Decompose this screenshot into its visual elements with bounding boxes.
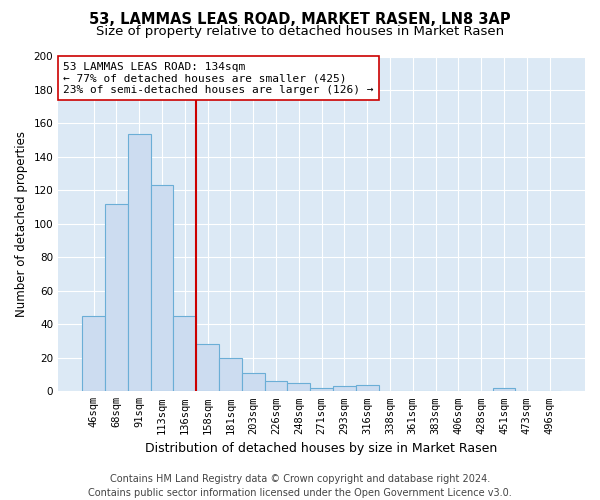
Text: Size of property relative to detached houses in Market Rasen: Size of property relative to detached ho… (96, 25, 504, 38)
Bar (333, 386, 356, 392)
Y-axis label: Number of detached properties: Number of detached properties (15, 131, 28, 317)
Bar (128, 134, 151, 392)
Bar (105, 204, 128, 392)
Text: 53, LAMMAS LEAS ROAD, MARKET RASEN, LN8 3AP: 53, LAMMAS LEAS ROAD, MARKET RASEN, LN8 … (89, 12, 511, 28)
Bar (196, 344, 219, 392)
Bar (82, 316, 105, 392)
Bar (287, 383, 310, 392)
Bar (242, 373, 265, 392)
Bar (356, 384, 379, 392)
Bar (173, 316, 196, 392)
X-axis label: Distribution of detached houses by size in Market Rasen: Distribution of detached houses by size … (145, 442, 498, 455)
Text: 53 LAMMAS LEAS ROAD: 134sqm
← 77% of detached houses are smaller (425)
23% of se: 53 LAMMAS LEAS ROAD: 134sqm ← 77% of det… (64, 62, 374, 94)
Bar (151, 186, 173, 392)
Bar (265, 382, 287, 392)
Text: Contains HM Land Registry data © Crown copyright and database right 2024.
Contai: Contains HM Land Registry data © Crown c… (88, 474, 512, 498)
Bar (219, 358, 242, 392)
Bar (310, 388, 333, 392)
Bar (493, 388, 515, 392)
